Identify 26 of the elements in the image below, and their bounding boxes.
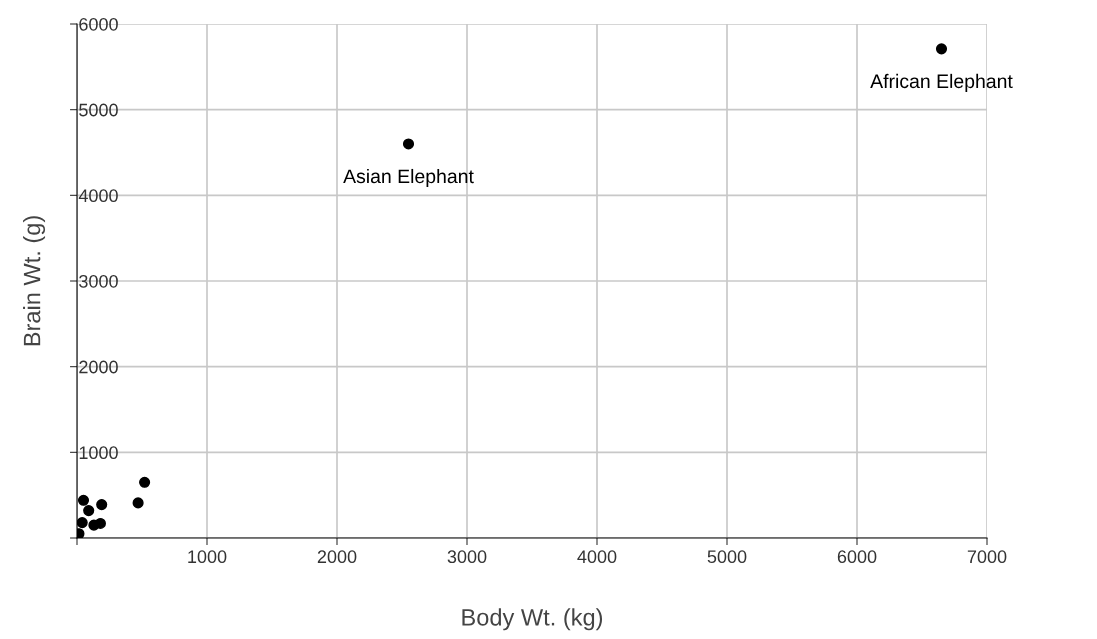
x-tick-label: 2000 bbox=[317, 550, 357, 564]
point bbox=[96, 499, 108, 511]
y-axis-title: Brain Wt. (g) bbox=[23, 216, 46, 346]
y-tick-label: 4000 bbox=[78, 189, 118, 203]
x-axis-title: Body Wt. (kg) bbox=[462, 608, 603, 631]
point bbox=[77, 517, 88, 529]
y-tick-label: 1000 bbox=[79, 446, 118, 460]
y-tick-label: 5000 bbox=[79, 103, 118, 117]
x-tick-label: 5000 bbox=[707, 550, 747, 564]
x-tick-label: 4000 bbox=[577, 550, 617, 564]
annotation: African Elephant bbox=[870, 73, 1013, 92]
point bbox=[77, 494, 90, 506]
x-tick-label: 1000 bbox=[188, 550, 227, 564]
point bbox=[139, 476, 151, 488]
x-tick-label: 6000 bbox=[837, 550, 877, 564]
y-tick-label: 6000 bbox=[79, 17, 118, 31]
y-tick-label: 3000 bbox=[79, 274, 118, 288]
y-tick-label: 2000 bbox=[79, 360, 118, 374]
x-tick-label: 3000 bbox=[447, 550, 487, 564]
point bbox=[88, 519, 100, 531]
point bbox=[935, 43, 948, 55]
point bbox=[83, 505, 95, 517]
point bbox=[402, 138, 415, 150]
annotation: Asian Elephant bbox=[343, 168, 474, 188]
x-tick-label: 7000 bbox=[967, 550, 1007, 564]
point bbox=[132, 497, 144, 509]
